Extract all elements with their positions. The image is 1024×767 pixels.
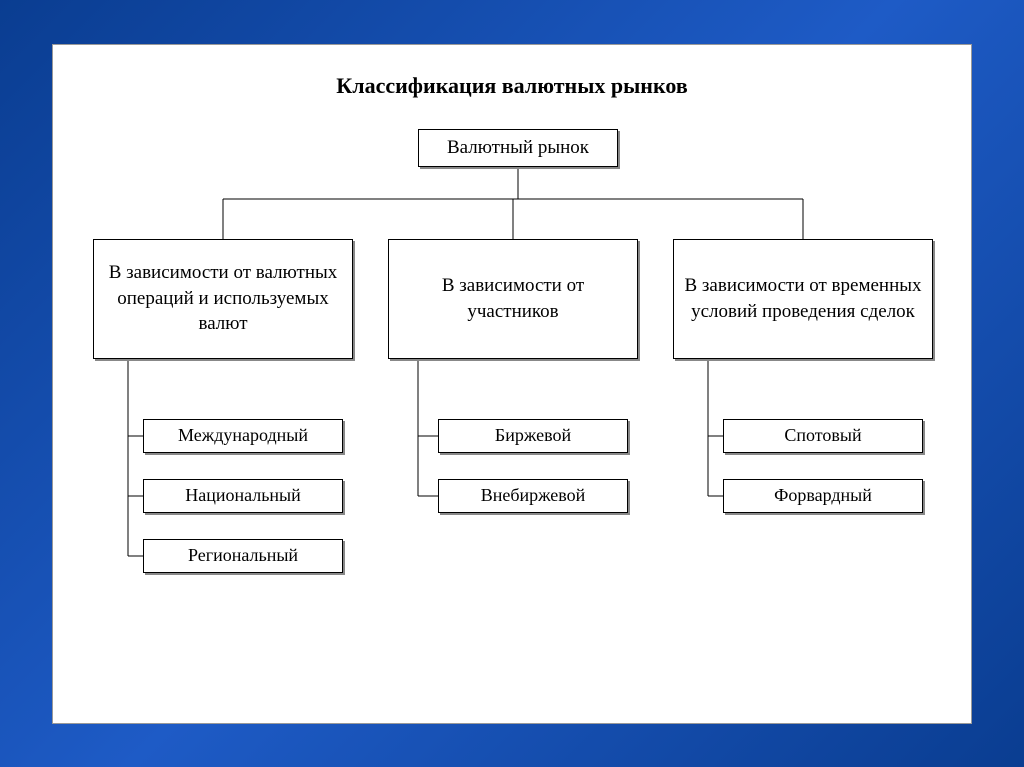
leaf-node-1-1: Внебиржевой bbox=[438, 479, 628, 513]
leaf-node-1-0: Биржевой bbox=[438, 419, 628, 453]
leaf-node-2-0: Спотовый bbox=[723, 419, 923, 453]
diagram-title: Классификация валютных рынков bbox=[83, 73, 941, 99]
leaf-node-2-1: Форвардный bbox=[723, 479, 923, 513]
category-node-0: В зависимости от валютных операций и исп… bbox=[93, 239, 353, 359]
leaf-node-0-1: Национальный bbox=[143, 479, 343, 513]
leaf-node-0-0: Международный bbox=[143, 419, 343, 453]
category-node-1: В зависимости от участников bbox=[388, 239, 638, 359]
connector-lines bbox=[83, 129, 941, 689]
leaf-node-0-2: Региональный bbox=[143, 539, 343, 573]
root-node: Валютный рынок bbox=[418, 129, 618, 167]
category-node-2: В зависимости от временных условий прове… bbox=[673, 239, 933, 359]
diagram-canvas: Валютный рынок В зависимости от валютных … bbox=[83, 129, 941, 689]
slide: Классификация валютных рынков Валютный р… bbox=[52, 44, 972, 724]
